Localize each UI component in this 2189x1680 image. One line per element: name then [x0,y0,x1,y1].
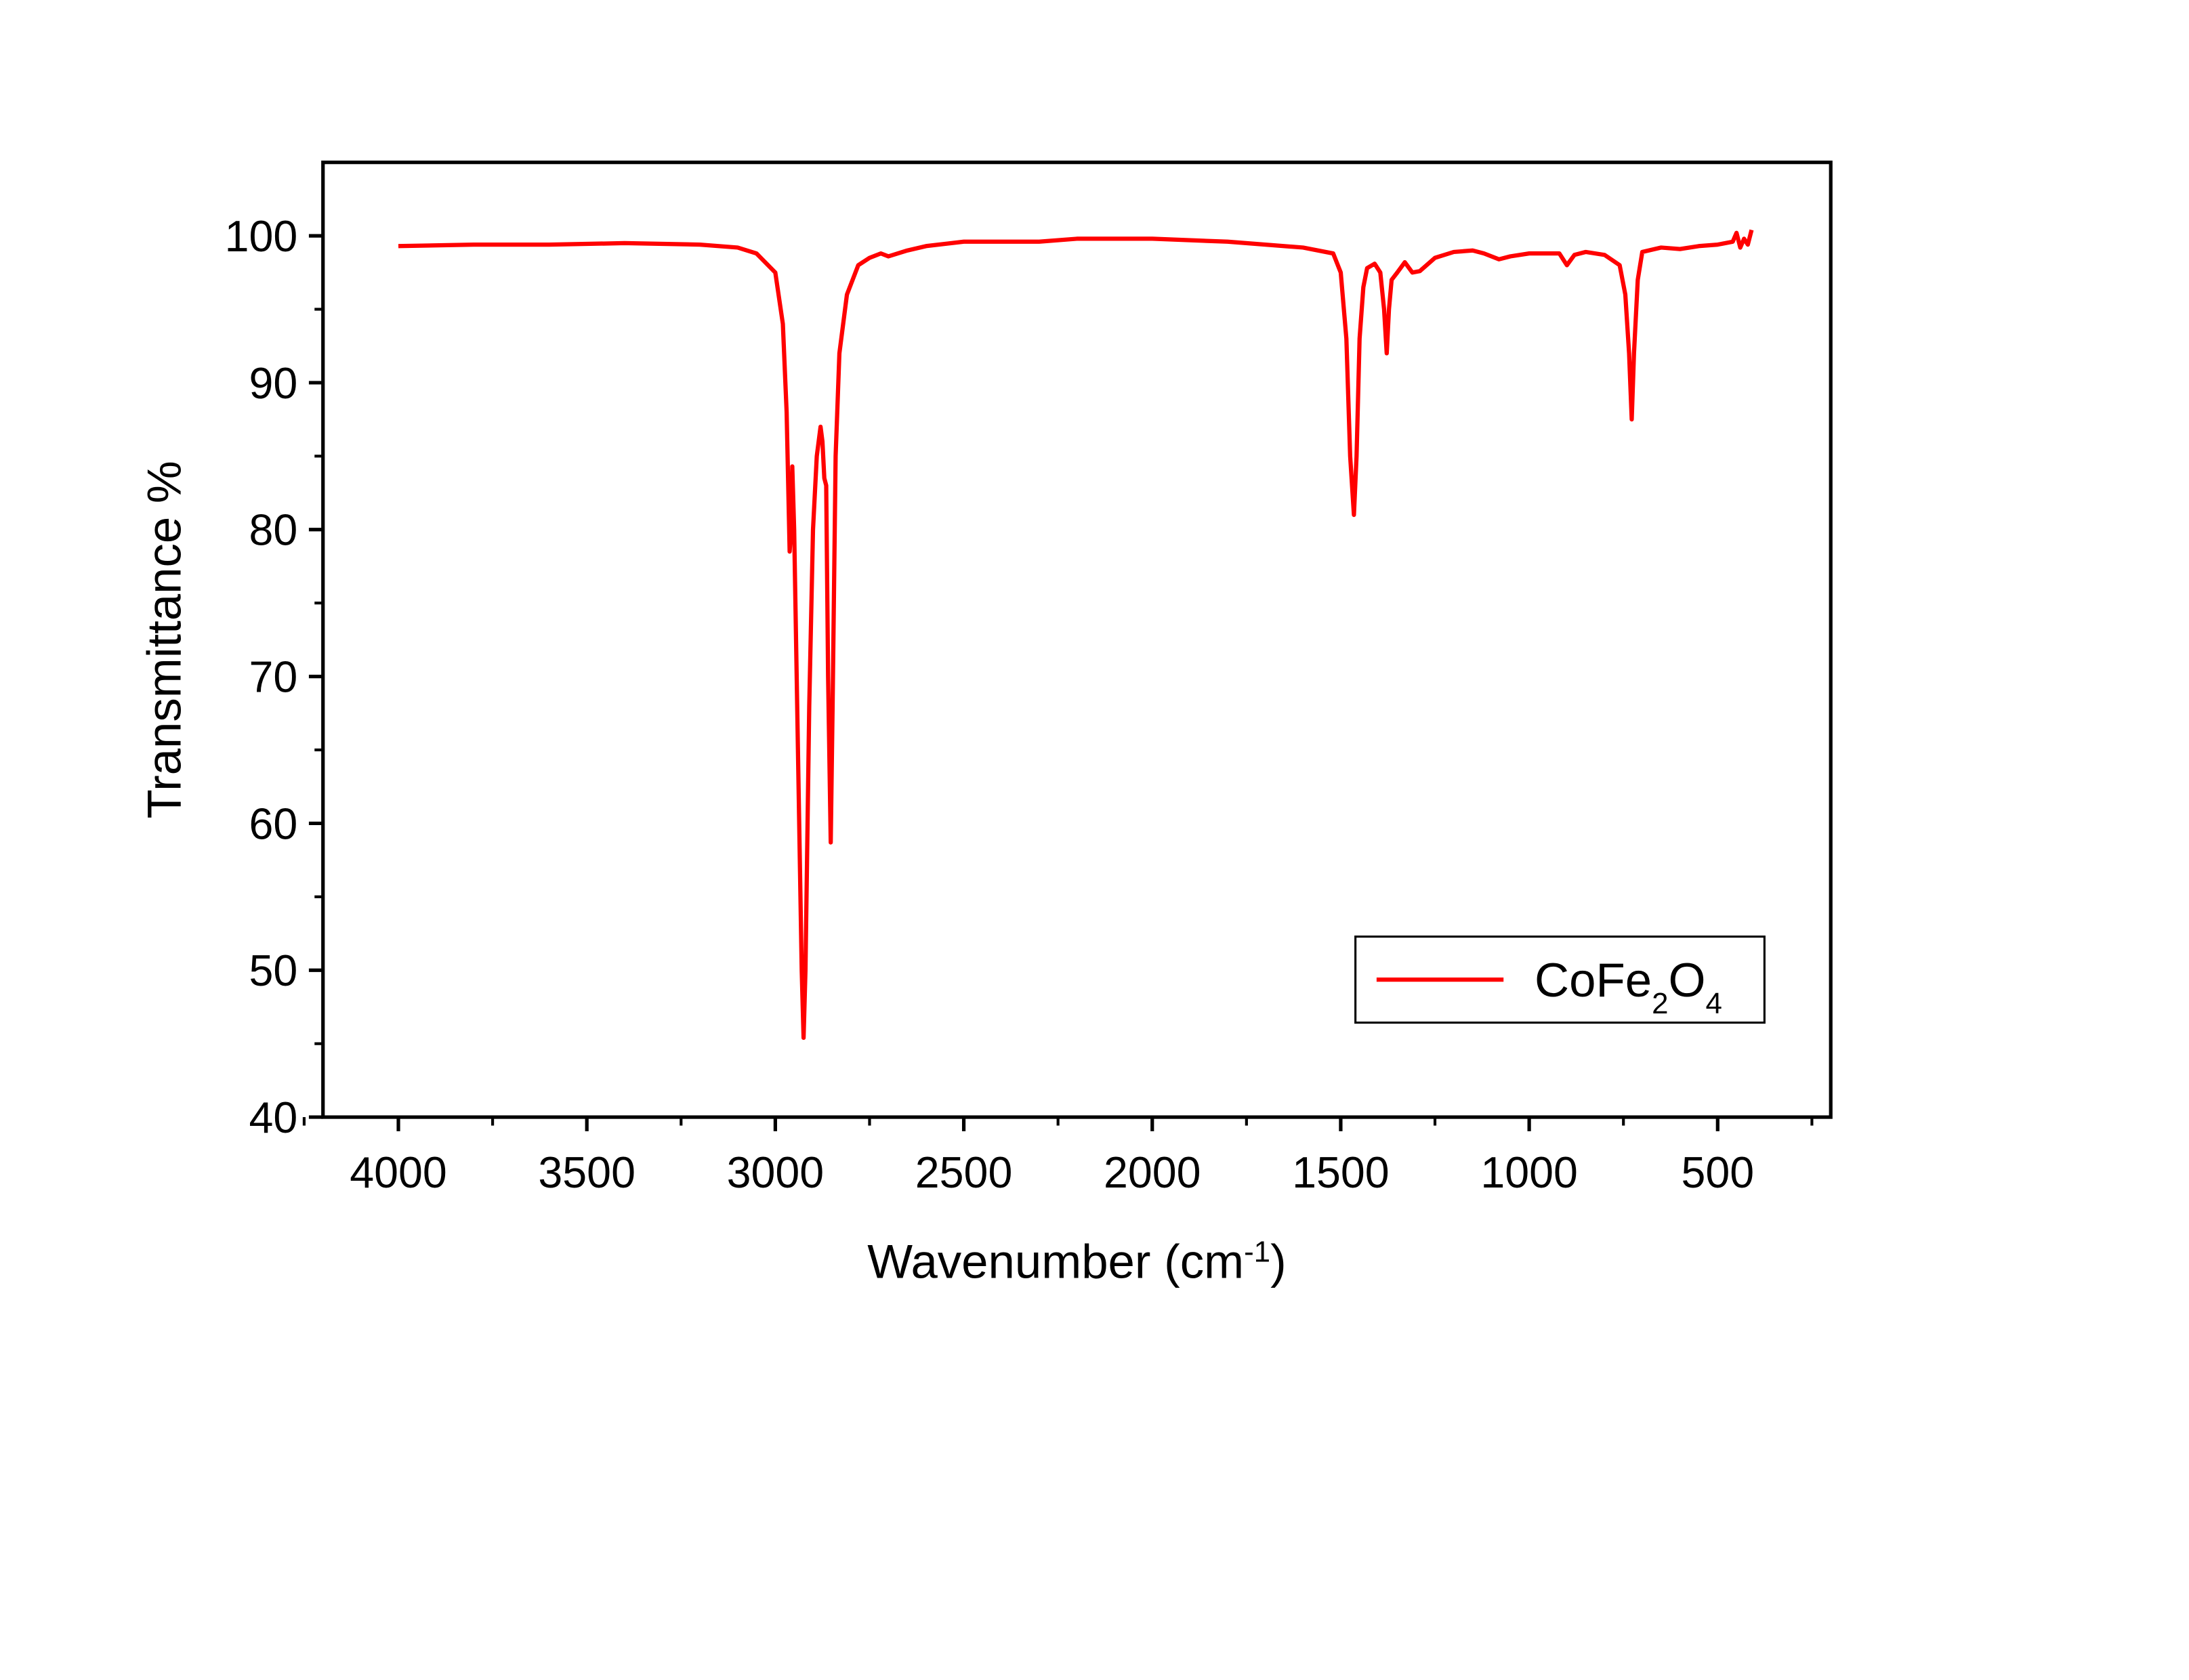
legend-label: CoFe2O4 [1535,953,1722,1020]
y-tick-label: 90 [249,359,298,408]
plot-frame [321,161,1833,1119]
y-tick-label: 80 [249,506,298,555]
x-tick-label: 1500 [1292,1148,1390,1197]
y-axis-label: Transmittance % [137,461,190,818]
data-line [398,229,1754,1041]
x-tick-label: 2000 [1104,1148,1201,1197]
y-tick-label: 70 [249,652,298,701]
x-tick-label: 1000 [1480,1148,1578,1197]
y-tick-label: 100 [225,212,298,261]
x-tick-label: 3000 [727,1148,825,1197]
x-tick-label: 500 [1681,1148,1754,1197]
y-tick-label: 40 [249,1093,298,1142]
y-tick-label: 50 [249,946,298,995]
x-tick-label: 3500 [538,1148,635,1197]
x-tick-label: 4000 [350,1148,447,1197]
x-axis-label: Wavenumber (cm-1) [867,1234,1286,1288]
y-tick-label: 60 [249,799,298,848]
x-tick-label: 2500 [915,1148,1013,1197]
